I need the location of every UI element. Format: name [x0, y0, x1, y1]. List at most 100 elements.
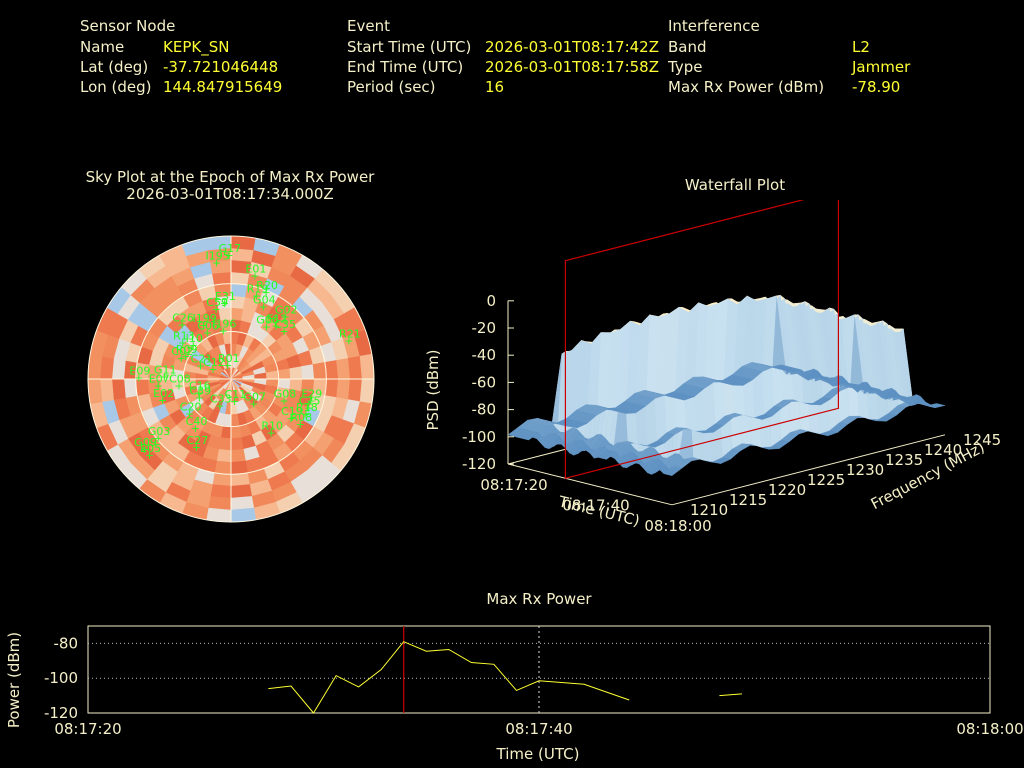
- satellite-marker: +: [301, 408, 310, 421]
- satellite-marker: +: [178, 337, 187, 350]
- satellite-marker: +: [134, 371, 143, 384]
- satellite-label: I199: [192, 312, 216, 325]
- power-x-tick: 08:17:20: [54, 720, 121, 738]
- satellite-label: I10: [186, 332, 203, 345]
- satellite-marker: +: [262, 320, 271, 333]
- satellite-label: G04: [253, 293, 276, 306]
- freq-tick: 1220: [768, 481, 806, 499]
- power-plot-frame: [87, 625, 991, 714]
- satellite-marker: +: [224, 249, 233, 262]
- satellite-label: I196: [212, 317, 236, 330]
- satellite-marker: +: [181, 350, 190, 363]
- psd-tick: -80: [472, 401, 497, 419]
- satellite-marker: +: [220, 297, 229, 310]
- satellite-marker: +: [296, 418, 305, 431]
- satellite-marker: +: [223, 359, 232, 372]
- satellite-label: E02: [153, 387, 174, 400]
- psd-axis-label: PSD (dBm): [424, 349, 442, 430]
- power-chart-title: Max Rx Power: [486, 590, 592, 608]
- waterfall-title: Waterfall Plot: [684, 176, 786, 194]
- satellite-marker: +: [191, 422, 200, 435]
- satellite-marker: +: [279, 394, 288, 407]
- max-power-plane: [564, 200, 839, 480]
- waterfall-plot: 0 -20 -40 -60 -80 -100 -120 PSD (dBm) 08:17:20 08…: [424, 200, 1001, 535]
- satellite-label: R10: [261, 419, 283, 432]
- satellite-marker: +: [271, 319, 280, 332]
- satellite-marker: +: [215, 399, 224, 412]
- satellite-marker: +: [219, 324, 228, 337]
- freq-tick: 1225: [807, 471, 845, 489]
- satellite-marker: +: [177, 319, 186, 332]
- satellite-label: R13: [173, 330, 195, 343]
- event-end-label: End Time (UTC): [347, 58, 464, 76]
- power-y-label: Power (dBm): [5, 632, 23, 728]
- satellite-marker: +: [154, 379, 163, 392]
- satellite-marker: +: [304, 401, 313, 414]
- satellite-label: R21: [339, 328, 361, 341]
- satellite-marker: +: [158, 394, 167, 407]
- satellite-label: C25: [299, 394, 321, 407]
- interference-band-value: L2: [852, 38, 870, 56]
- satellite-marker: +: [189, 339, 198, 352]
- satellite-label: R08: [290, 411, 312, 424]
- satellite-label: C20: [180, 401, 202, 414]
- power-x-label: Time (UTC): [496, 745, 580, 763]
- satellite-label: C27: [187, 434, 209, 447]
- event-title: Event: [347, 17, 390, 35]
- freq-tick: 1235: [885, 451, 923, 469]
- satellite-marker: +: [281, 311, 290, 324]
- satellite-marker: +: [174, 379, 183, 392]
- time-tick: 08:17:40: [562, 496, 629, 514]
- power-trace: [719, 693, 742, 697]
- event-end-value: 2026-03-01T08:17:58Z: [485, 58, 659, 76]
- psd-tick: -100: [462, 428, 496, 446]
- satellite-label: C12: [203, 356, 225, 369]
- time-tick: 08:18:00: [644, 517, 711, 535]
- sensor-lat-label: Lat (deg): [80, 58, 149, 76]
- satellite-marker: +: [160, 371, 169, 384]
- satellite-label: C59: [206, 296, 228, 309]
- satellite-marker: +: [267, 426, 276, 439]
- satellite-label: E01: [245, 262, 266, 275]
- interference-power-label: Max Rx Power (dBm): [668, 78, 825, 96]
- power-x-tick: 08:17:40: [505, 720, 572, 738]
- satellite-label: E09: [129, 364, 150, 377]
- freq-tick: 1230: [846, 461, 884, 479]
- sensor-name-label: Name: [80, 38, 125, 56]
- satellite-label: E12: [266, 312, 287, 325]
- satellite-marker: +: [262, 286, 271, 299]
- satellite-label: C40: [186, 415, 208, 428]
- satellite-marker: +: [250, 269, 259, 282]
- satellite-marker: +: [212, 256, 221, 269]
- freq-tick: 1210: [690, 501, 728, 519]
- satellite-label: C11: [225, 388, 247, 401]
- sensor-lon-value: 144.847915649: [163, 78, 283, 96]
- satellite-label: R09: [176, 343, 198, 356]
- satellite-label: I195: [206, 249, 230, 262]
- satellite-marker: +: [280, 325, 289, 338]
- satellite-marker: +: [286, 412, 295, 425]
- sensor-lat-value: -37.721046448: [163, 58, 279, 76]
- power-trace: [268, 641, 630, 714]
- interference-type-value: Jammer: [852, 58, 911, 76]
- interference-title: Interference: [668, 17, 760, 35]
- satellite-marker: +: [344, 335, 353, 348]
- satellite-marker: +: [185, 408, 194, 421]
- event-period-label: Period (sec): [347, 78, 436, 96]
- satellite-label: R20: [256, 279, 278, 292]
- satellite-label: C26: [172, 312, 194, 325]
- satellite-label: G11: [154, 364, 177, 377]
- satellite-label: G06: [256, 313, 279, 326]
- freq-tick: 1245: [963, 431, 1001, 449]
- satellite-label: C02: [171, 345, 193, 358]
- satellite-label: C39: [190, 384, 212, 397]
- psd-tick: -60: [472, 373, 497, 391]
- satellite-label: E31: [215, 290, 236, 303]
- event-period-value: 16: [485, 78, 505, 96]
- freq-tick: 1240: [924, 441, 962, 459]
- freq-tick: 1215: [729, 491, 767, 509]
- skyplot-subtitle: 2026-03-01T08:17:34.000Z: [126, 185, 334, 203]
- satellite-marker: +: [230, 395, 239, 408]
- interference-band-label: Band: [668, 38, 707, 56]
- satellite-label: C06: [197, 319, 219, 332]
